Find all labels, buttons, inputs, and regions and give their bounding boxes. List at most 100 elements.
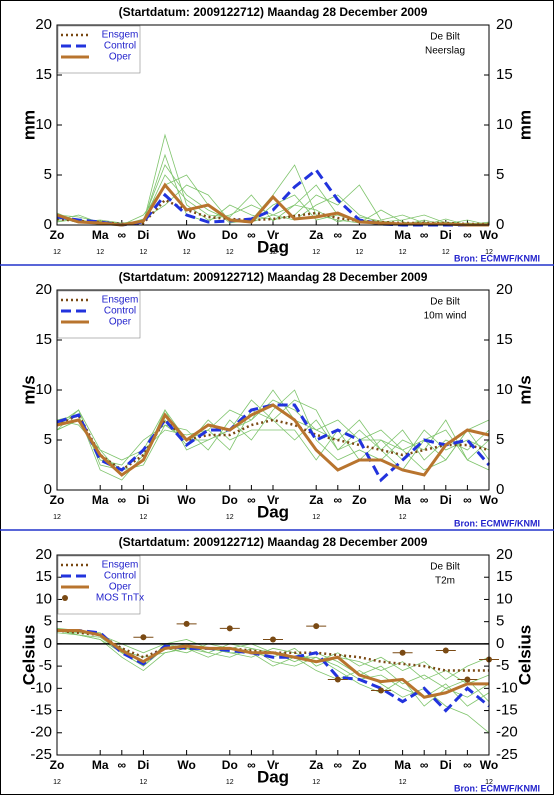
x-hour-label: 12 bbox=[399, 779, 407, 786]
x-tick-label: Vr bbox=[267, 228, 279, 242]
x-hour-label: 12 bbox=[442, 249, 450, 256]
x-hour-label: 12 bbox=[140, 249, 148, 256]
x-axis-title: Dag bbox=[257, 237, 289, 256]
y-axis-title: mm bbox=[19, 110, 38, 140]
x-axis-title: Dag bbox=[257, 767, 289, 786]
member-line bbox=[56, 632, 490, 734]
y2-tick-label: 5 bbox=[496, 166, 504, 183]
x-hour-label: 12 bbox=[140, 514, 148, 521]
legend-box bbox=[57, 555, 141, 615]
x-tick-label: ∞ bbox=[334, 758, 343, 772]
x-tick-label: Za bbox=[309, 228, 323, 242]
mos-point bbox=[140, 634, 147, 641]
x-hour-label: 12 bbox=[399, 249, 407, 256]
series-line bbox=[56, 403, 490, 477]
x-tick-label: Vr bbox=[267, 758, 279, 772]
x-tick-label: Wo bbox=[177, 228, 195, 242]
mos-point bbox=[270, 636, 276, 643]
y-tick-label: 15 bbox=[35, 568, 52, 585]
member-line bbox=[56, 174, 490, 226]
x-tick-label: ∞ bbox=[118, 493, 127, 507]
y-tick-label: 10 bbox=[35, 381, 52, 398]
x-tick-label: ∞ bbox=[420, 758, 429, 772]
x-hour-label: 12 bbox=[312, 249, 320, 256]
plot-frame bbox=[56, 24, 490, 226]
mos-point bbox=[226, 625, 233, 632]
y2-axis-title: Celsius bbox=[515, 625, 534, 685]
x-hour-label: 12 bbox=[312, 514, 320, 521]
y-tick-label: 5 bbox=[44, 613, 52, 630]
x-hour-label: 12 bbox=[53, 514, 61, 521]
x-tick-label: Di bbox=[440, 228, 452, 242]
x-tick-label: Di bbox=[137, 228, 149, 242]
x-tick-label: Wo bbox=[177, 493, 195, 507]
x-tick-label: ∞ bbox=[334, 493, 343, 507]
chart-title: (Startdatum: 2009122712) Maandag 28 Dece… bbox=[119, 5, 428, 19]
y2-tick-label: 10 bbox=[496, 590, 513, 607]
y2-tick-label: 15 bbox=[496, 568, 513, 585]
y-tick-label: 10 bbox=[35, 590, 52, 607]
subtitle: Neerslag bbox=[425, 46, 465, 57]
x-tick-label: Do bbox=[222, 493, 238, 507]
x-hour-label: 12 bbox=[226, 514, 234, 521]
x-tick-label: Ma bbox=[92, 493, 109, 507]
x-tick-label: Di bbox=[137, 493, 149, 507]
y-tick-label: 20 bbox=[35, 546, 52, 563]
mos-point bbox=[183, 620, 190, 627]
member-line bbox=[56, 133, 490, 226]
x-tick-label: ∞ bbox=[420, 228, 429, 242]
plot-frame bbox=[56, 554, 490, 756]
legend-label: Control bbox=[104, 571, 136, 582]
y2-tick-label: -15 bbox=[496, 702, 518, 719]
member-line bbox=[56, 630, 490, 707]
x-tick-label: Zo bbox=[352, 758, 367, 772]
x-tick-label: ∞ bbox=[463, 493, 472, 507]
y2-tick-label: 15 bbox=[496, 331, 513, 348]
series-line bbox=[56, 413, 490, 472]
chart-title: (Startdatum: 2009122712) Maandag 28 Dece… bbox=[119, 535, 428, 549]
x-tick-label: ∞ bbox=[463, 758, 472, 772]
x-hour-label: 12 bbox=[485, 249, 493, 256]
x-tick-label: Wo bbox=[480, 758, 498, 772]
y2-tick-label: 20 bbox=[496, 281, 513, 298]
legend-swatch bbox=[62, 595, 68, 601]
x-hour-label: 12 bbox=[226, 779, 234, 786]
y-tick-label: -25 bbox=[30, 746, 52, 763]
location: De Bilt bbox=[430, 32, 460, 43]
y-tick-label: 0 bbox=[44, 481, 52, 498]
x-hour-label: 12 bbox=[53, 249, 61, 256]
x-tick-label: Zo bbox=[50, 493, 65, 507]
x-tick-label: Ma bbox=[92, 758, 109, 772]
mos-point bbox=[442, 647, 449, 654]
y-tick-label: 15 bbox=[35, 66, 52, 83]
y2-tick-label: 0 bbox=[496, 216, 504, 233]
legend-label: Ensgem bbox=[102, 295, 139, 306]
legend-label: MOS TnTx bbox=[96, 593, 144, 604]
subtitle: T2m bbox=[435, 576, 455, 587]
y2-tick-label: 0 bbox=[496, 635, 504, 652]
legend-box bbox=[57, 25, 141, 74]
x-tick-label: Za bbox=[309, 758, 323, 772]
y2-tick-label: -5 bbox=[496, 657, 509, 674]
x-hour-label: 12 bbox=[226, 249, 234, 256]
y-tick-label: 10 bbox=[35, 116, 52, 133]
series-line bbox=[56, 182, 489, 227]
series-line bbox=[56, 403, 491, 483]
x-hour-label: 12 bbox=[485, 779, 493, 786]
member-line bbox=[56, 153, 490, 226]
y-tick-label: 20 bbox=[35, 281, 52, 298]
y-tick-label: 5 bbox=[44, 166, 52, 183]
y-tick-label: 5 bbox=[44, 431, 52, 448]
y-tick-label: 15 bbox=[35, 331, 52, 348]
legend-box bbox=[57, 290, 141, 339]
y2-tick-label: 5 bbox=[496, 431, 504, 448]
member-line bbox=[56, 389, 490, 471]
legend-label: Control bbox=[104, 41, 136, 52]
x-tick-label: Ma bbox=[394, 228, 411, 242]
series-line bbox=[57, 629, 489, 699]
x-tick-label: Zo bbox=[50, 758, 65, 772]
plot-frame bbox=[56, 289, 490, 491]
x-hour-label: 12 bbox=[183, 249, 191, 256]
